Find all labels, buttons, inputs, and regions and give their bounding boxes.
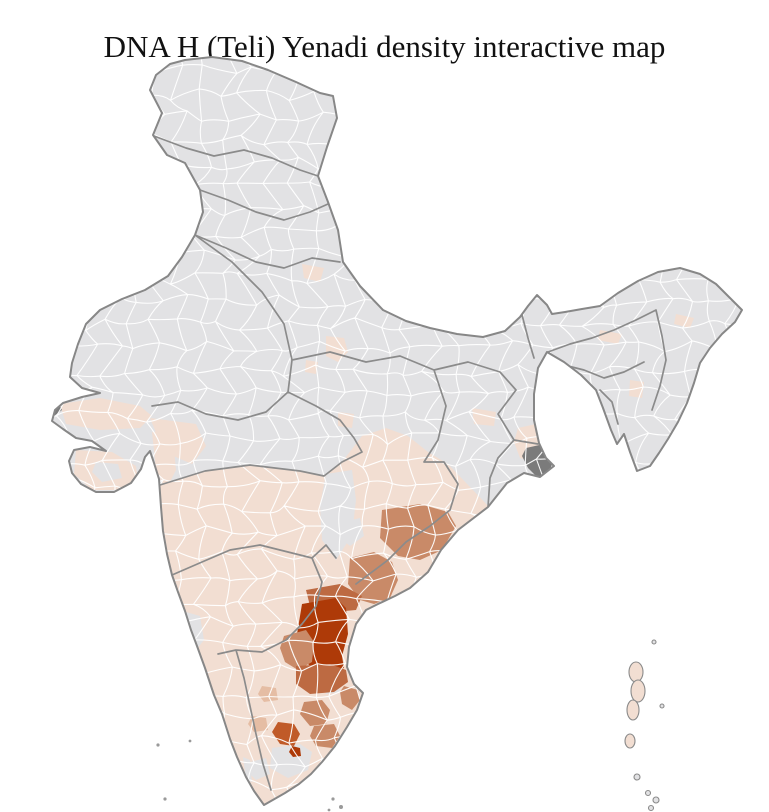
- country-base: [52, 57, 742, 805]
- island-great-nicobar[interactable]: [652, 796, 660, 804]
- region-telangana-gray[interactable]: [340, 518, 364, 546]
- lakshadweep-islands[interactable]: [156, 739, 192, 801]
- region-foothill-patch[interactable]: [302, 264, 324, 282]
- speck-2: [339, 805, 343, 809]
- region-east-up-patch[interactable]: [472, 408, 496, 426]
- region-tn-medium-1[interactable]: [300, 700, 330, 726]
- island-south-andaman[interactable]: [626, 699, 640, 721]
- speck-3: [327, 808, 331, 812]
- region-chennai-medium[interactable]: [340, 686, 360, 710]
- island-dot-1[interactable]: [651, 639, 657, 645]
- island-nicobar-2[interactable]: [647, 804, 655, 812]
- offshore-specks: [327, 797, 343, 812]
- island-car-nicobar[interactable]: [633, 773, 641, 781]
- region-assam-patch-2[interactable]: [674, 314, 694, 328]
- region-odisha-coast-medium[interactable]: [380, 504, 456, 560]
- region-chittoor-band[interactable]: [296, 664, 348, 694]
- lakshadweep-dot-2[interactable]: [188, 739, 192, 743]
- region-north-ap-medium[interactable]: [348, 552, 398, 604]
- region-north-gujarat[interactable]: [150, 418, 206, 464]
- region-south-tn-gray-1[interactable]: [270, 744, 312, 778]
- region-tn-low-1[interactable]: [258, 686, 278, 702]
- region-tn-medium-2[interactable]: [310, 724, 340, 748]
- state-borders: [151, 135, 667, 791]
- island-north-andaman[interactable]: [628, 661, 644, 683]
- andaman-nicobar-islands[interactable]: [624, 639, 665, 812]
- region-tn-high[interactable]: [272, 722, 300, 746]
- island-middle-andaman[interactable]: [630, 679, 646, 703]
- island-nicobar-1[interactable]: [644, 789, 652, 797]
- region-coastal-karnataka-gray[interactable]: [186, 612, 204, 650]
- speck-1: [331, 797, 335, 801]
- region-saurashtra-core[interactable]: [92, 462, 122, 482]
- island-little-andaman[interactable]: [624, 733, 636, 749]
- lakshadweep-dot-1[interactable]: [156, 743, 160, 747]
- island-dot-2[interactable]: [659, 703, 665, 709]
- lakshadweep-dot-3[interactable]: [163, 797, 167, 801]
